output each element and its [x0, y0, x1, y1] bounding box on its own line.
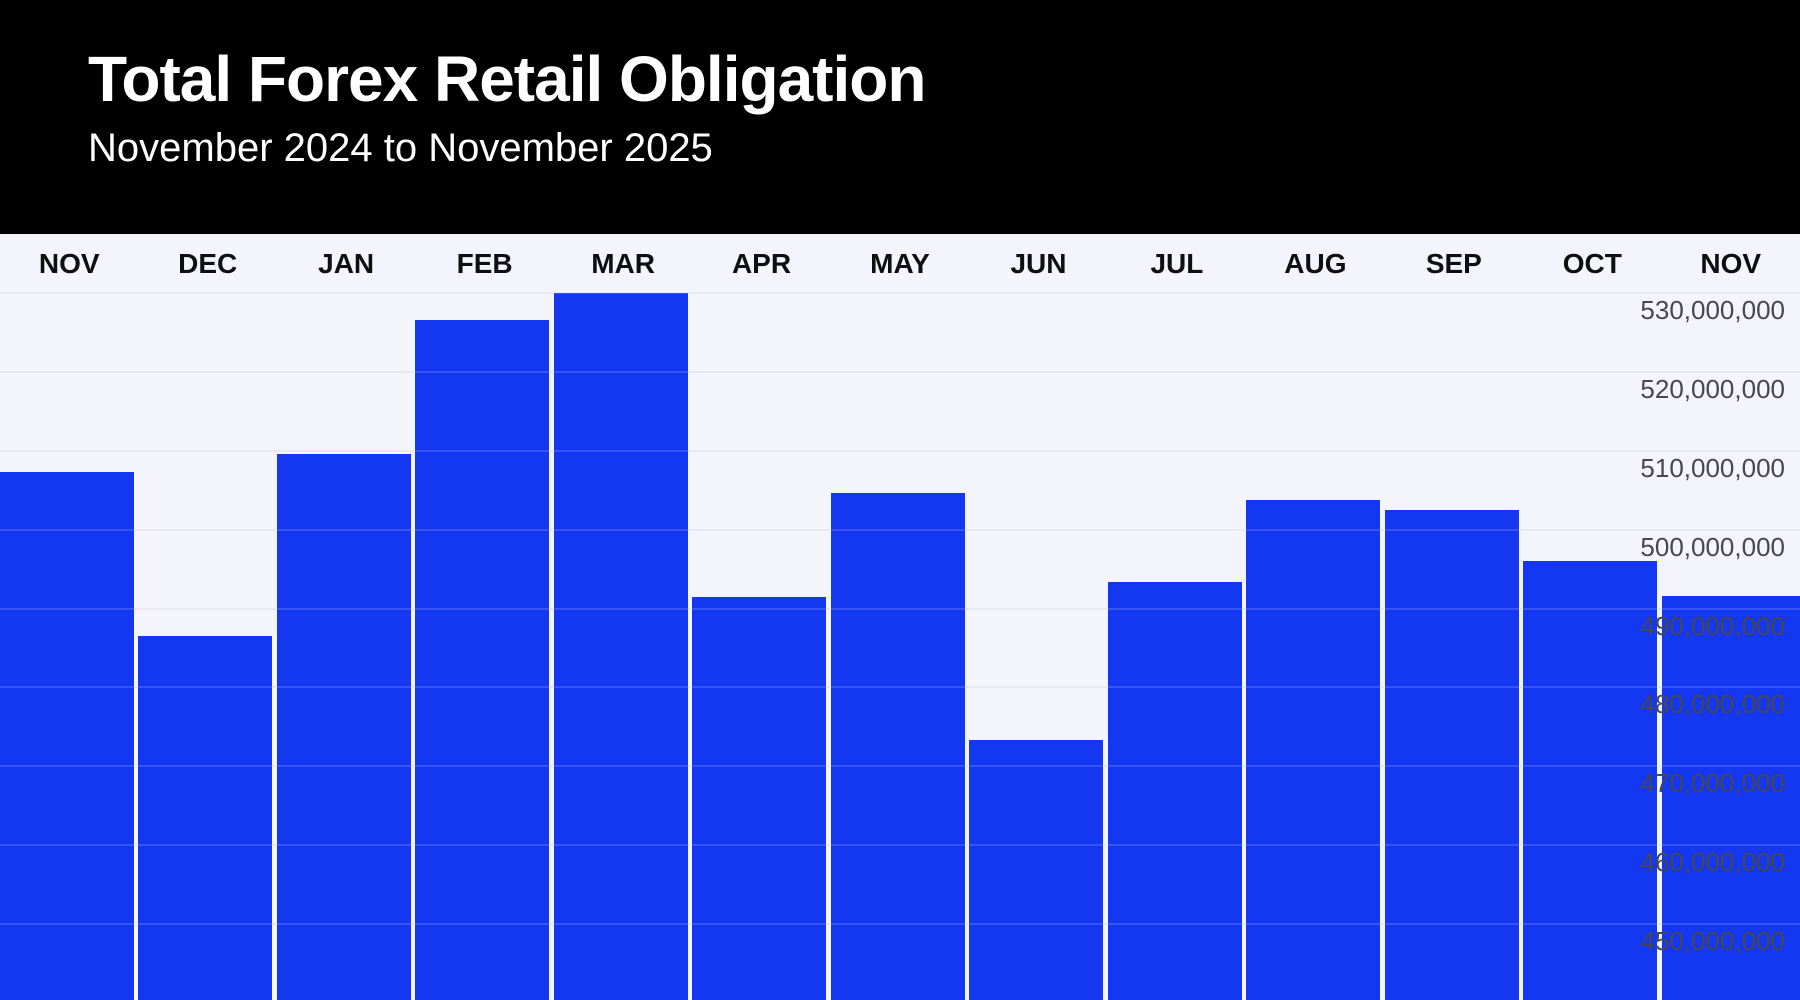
- x-axis-label-dec-1: DEC: [178, 247, 238, 279]
- x-axis-label-jun-7: JUN: [1010, 247, 1067, 279]
- gridline-overlay-480000000: [0, 686, 1800, 689]
- bar-jul-8: [1107, 581, 1242, 1000]
- bar-jan-2: [276, 453, 411, 1000]
- x-axis-label-feb-3: FEB: [456, 247, 513, 279]
- gridline-530000000: [0, 292, 1800, 294]
- y-axis-label-470000000: 470,000,000: [1640, 768, 1785, 799]
- x-axis-label-sep-10: SEP: [1425, 247, 1482, 279]
- gridline-overlay-500000000: [0, 528, 1800, 531]
- bar-apr-5: [692, 597, 827, 1000]
- gridline-520000000: [0, 370, 1800, 373]
- gridline-overlay-490000000: [0, 607, 1800, 610]
- bar-nov-12: [1661, 595, 1800, 1000]
- x-axis-label-nov-0: NOV: [38, 247, 100, 279]
- y-axis-label-480000000: 480,000,000: [1640, 689, 1785, 720]
- y-axis-label-500000000: 500,000,000: [1640, 531, 1785, 562]
- bar-feb-3: [415, 319, 550, 1000]
- gridline-510000000: [0, 449, 1800, 452]
- y-axis-label-460000000: 460,000,000: [1640, 847, 1785, 878]
- y-axis-label-510000000: 510,000,000: [1640, 452, 1785, 483]
- y-axis-label-490000000: 490,000,000: [1640, 610, 1785, 641]
- gridline-overlay-520000000: [0, 370, 1800, 373]
- x-axis-label-jan-2: JAN: [318, 247, 375, 279]
- gridline-overlay-460000000: [0, 844, 1800, 847]
- y-axis-label-450000000: 450,000,000: [1640, 926, 1785, 956]
- gridline-overlay-470000000: [0, 765, 1800, 768]
- chart-title: Total Forex Retail Obligation: [88, 43, 926, 115]
- y-axis-label-530000000: 530,000,000: [1640, 295, 1785, 325]
- gridline-overlay-450000000: [0, 923, 1800, 925]
- x-axis-label-may-6: MAY: [870, 247, 930, 279]
- bar-sep-10: [1384, 509, 1519, 1000]
- bar-dec-1: [138, 636, 273, 1000]
- bar-jun-7: [969, 740, 1104, 1000]
- y-axis-label-520000000: 520,000,000: [1640, 373, 1785, 404]
- gridline-overlay-510000000: [0, 449, 1800, 452]
- bar-may-6: [830, 493, 965, 1000]
- gridline-overlay-530000000: [0, 292, 1800, 294]
- x-axis-label-nov-12: NOV: [1700, 247, 1762, 279]
- bar-aug-9: [1246, 499, 1381, 1000]
- x-axis-label-oct-11: OCT: [1562, 247, 1622, 279]
- x-axis-label-aug-9: AUG: [1284, 247, 1347, 279]
- x-axis-label-apr-5: APR: [731, 247, 792, 279]
- x-axis-label-jul-8: JUL: [1150, 247, 1204, 279]
- bar-nov-0: [0, 472, 134, 1000]
- chart-header: Total Forex Retail Obligation November 2…: [0, 0, 1800, 234]
- bar-oct-11: [1523, 561, 1658, 1000]
- bar-mar-4: [553, 293, 688, 1000]
- chart-subtitle: November 2024 to November 2025: [88, 126, 713, 170]
- x-axis-label-mar-4: MAR: [591, 247, 655, 279]
